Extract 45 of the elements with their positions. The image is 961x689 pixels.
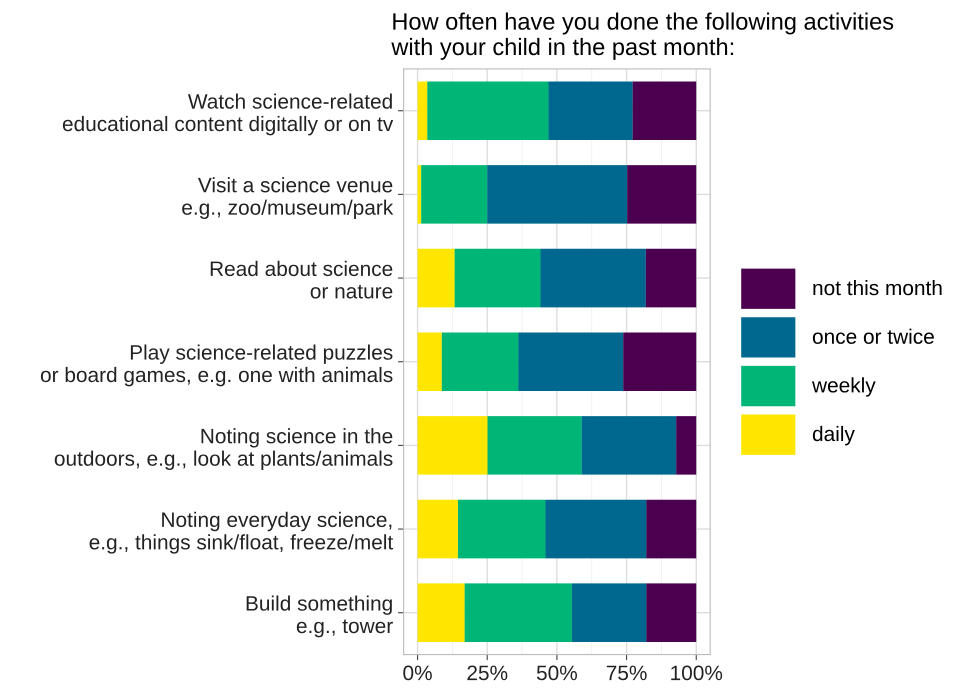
y-tick-label: Play science-related puzzles or board games, e.g. one with animals bbox=[40, 344, 392, 386]
bar bbox=[572, 583, 646, 642]
y-tick-label: Noting science in the outdoors, e.g., look at plants/animals bbox=[54, 428, 392, 470]
legend-label: not this month bbox=[813, 280, 942, 296]
legend-label: once or twice bbox=[812, 328, 934, 344]
bar bbox=[418, 416, 488, 475]
y-tick-label: Visit a science venue e.g., zoo/museum/park bbox=[182, 177, 394, 219]
bar bbox=[418, 248, 455, 308]
bar bbox=[627, 165, 696, 224]
bar bbox=[582, 416, 676, 475]
bar bbox=[458, 500, 546, 558]
y-tick-label: Build something e.g., tower bbox=[246, 595, 393, 638]
bar bbox=[646, 500, 696, 558]
x-tick-label: 0% bbox=[403, 666, 432, 680]
chart-title: How often have you done the following activities with your child in the past month: bbox=[391, 12, 894, 60]
bar bbox=[418, 500, 458, 558]
bar bbox=[487, 165, 628, 224]
legend-label: daily bbox=[812, 426, 855, 446]
bar bbox=[632, 81, 696, 140]
bar bbox=[545, 500, 646, 558]
bar bbox=[442, 332, 518, 392]
y-tick-label: Noting everyday science, e.g., things sink/float, freeze/melt bbox=[90, 512, 394, 554]
bar bbox=[418, 165, 422, 224]
bar bbox=[518, 332, 624, 392]
bar bbox=[418, 81, 428, 140]
bar bbox=[418, 583, 465, 642]
bar bbox=[540, 248, 646, 308]
x-tick-label: 75% bbox=[606, 666, 647, 680]
bar bbox=[427, 81, 549, 140]
bar bbox=[548, 81, 633, 140]
bar bbox=[454, 248, 540, 308]
x-tick-label: 50% bbox=[536, 666, 578, 680]
bar bbox=[646, 583, 696, 642]
bar bbox=[623, 332, 696, 392]
x-tick-label: 100% bbox=[671, 666, 722, 680]
y-tick-label: Read about science or nature bbox=[210, 260, 392, 299]
y-tick-label: Watch science-related educational content digitally or on tv bbox=[62, 93, 394, 136]
bar bbox=[464, 583, 572, 642]
bar bbox=[676, 416, 696, 475]
bar bbox=[646, 248, 696, 308]
bar bbox=[421, 165, 488, 224]
x-tick-label: 25% bbox=[467, 666, 508, 680]
bar bbox=[488, 416, 582, 475]
bar bbox=[418, 332, 442, 392]
legend-label: weekly bbox=[812, 377, 876, 397]
